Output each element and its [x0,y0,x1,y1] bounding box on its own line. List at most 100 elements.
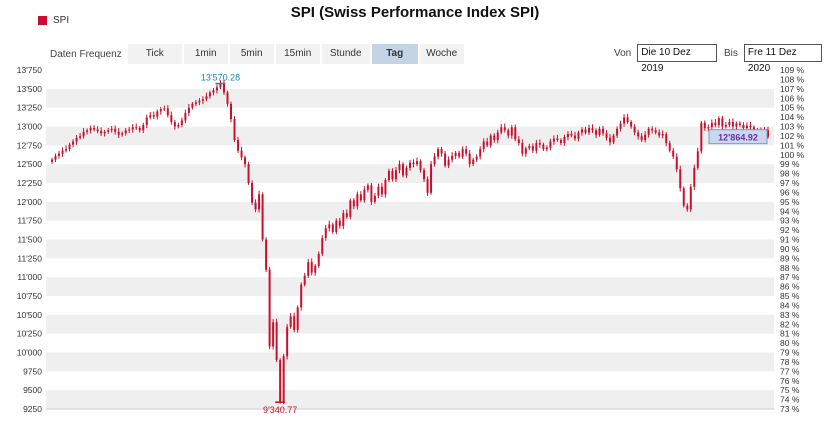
candle [89,125,92,134]
frequency-button-5min[interactable]: 5min [229,44,274,64]
candle-body [279,360,282,402]
candle-body [268,269,271,347]
y-right-tick-label: 83 % [780,310,800,320]
y-left-tick-label: 11'250 [17,253,42,263]
candle [661,130,664,139]
candle-body [201,99,204,101]
frequency-button-woche[interactable]: Woche [419,44,464,64]
range-from-input[interactable]: Die 10 Dez 2019 [637,44,718,74]
candle [205,92,208,102]
candle-body [352,200,355,207]
candle [156,109,159,120]
candle-body [675,156,678,170]
candle [384,178,387,198]
candle-body [661,134,664,136]
legend[interactable]: SPI [38,15,69,26]
candle [696,147,699,170]
candle [177,122,180,129]
candle [387,168,390,182]
candle-body [314,265,317,273]
candle [240,146,243,161]
grid-band [46,390,774,409]
candle-body [472,159,475,165]
candle-body [570,134,573,136]
candle-body [580,129,583,133]
candle [275,318,278,362]
candle [528,143,531,151]
candle-body [391,170,394,180]
candle [409,159,411,171]
candle-body [689,186,692,210]
candle [314,263,317,276]
frequency-button-1min[interactable]: 1min [183,44,228,64]
frequency-button-tick[interactable]: Tick [127,44,182,64]
grid-band [46,314,774,334]
candle-body [208,92,211,97]
candle [710,119,713,130]
candle-body [696,151,699,168]
candle-body [658,132,661,136]
candle-body [373,195,376,202]
candle [349,198,352,220]
candle-body [521,143,524,154]
candle-body [598,128,601,135]
candle-body [735,123,738,127]
candle-body [114,128,117,132]
candle [577,130,580,142]
y-right-tick-label: 78 % [780,357,800,367]
candle-body [665,134,668,144]
candle-body [630,121,633,127]
candle-body [633,126,636,133]
candle [742,122,745,131]
candle [222,79,225,95]
candle [117,128,120,139]
range-to-input[interactable]: Fre 11 Dez 2020 [743,44,822,74]
frequency-button-tag[interactable]: Tag [371,44,418,64]
candle [419,159,422,173]
candle [138,126,141,133]
candle [103,129,106,137]
candle [373,193,376,204]
last-value-label: 12'864.92 [718,133,758,143]
candle [714,119,717,128]
candle-body [156,111,159,117]
frequency-button-stunde[interactable]: Stunde [321,44,370,64]
candle-body [128,129,131,131]
candle [86,128,89,135]
candle-body [416,161,419,165]
candle [496,129,499,144]
candle-body [489,135,492,146]
candle [265,237,268,272]
candle-body [356,194,359,207]
candle [279,358,282,404]
candle [258,190,261,213]
candle [321,235,324,257]
candle-body [240,150,243,158]
candle [194,100,197,107]
candle-body [682,188,685,206]
candle [254,199,257,213]
candle [479,146,482,160]
candle [668,140,671,153]
candle [310,258,313,276]
candle [110,125,113,133]
candle [531,143,534,153]
candle [647,126,650,138]
candle [226,90,229,107]
candle-body [258,194,261,210]
candle [324,224,327,241]
frequency-button-15min[interactable]: 15min [275,44,320,64]
candle-body [75,137,78,142]
y-left-tick-label: 12'750 [17,140,43,150]
candle [282,353,285,405]
candle [689,183,692,213]
candle [131,124,134,133]
candle [489,133,492,148]
candle-body [79,136,82,138]
grid-band [46,126,774,146]
candle [187,103,190,117]
candle [584,126,587,135]
candle-body [194,102,197,104]
candle-body [244,157,247,165]
